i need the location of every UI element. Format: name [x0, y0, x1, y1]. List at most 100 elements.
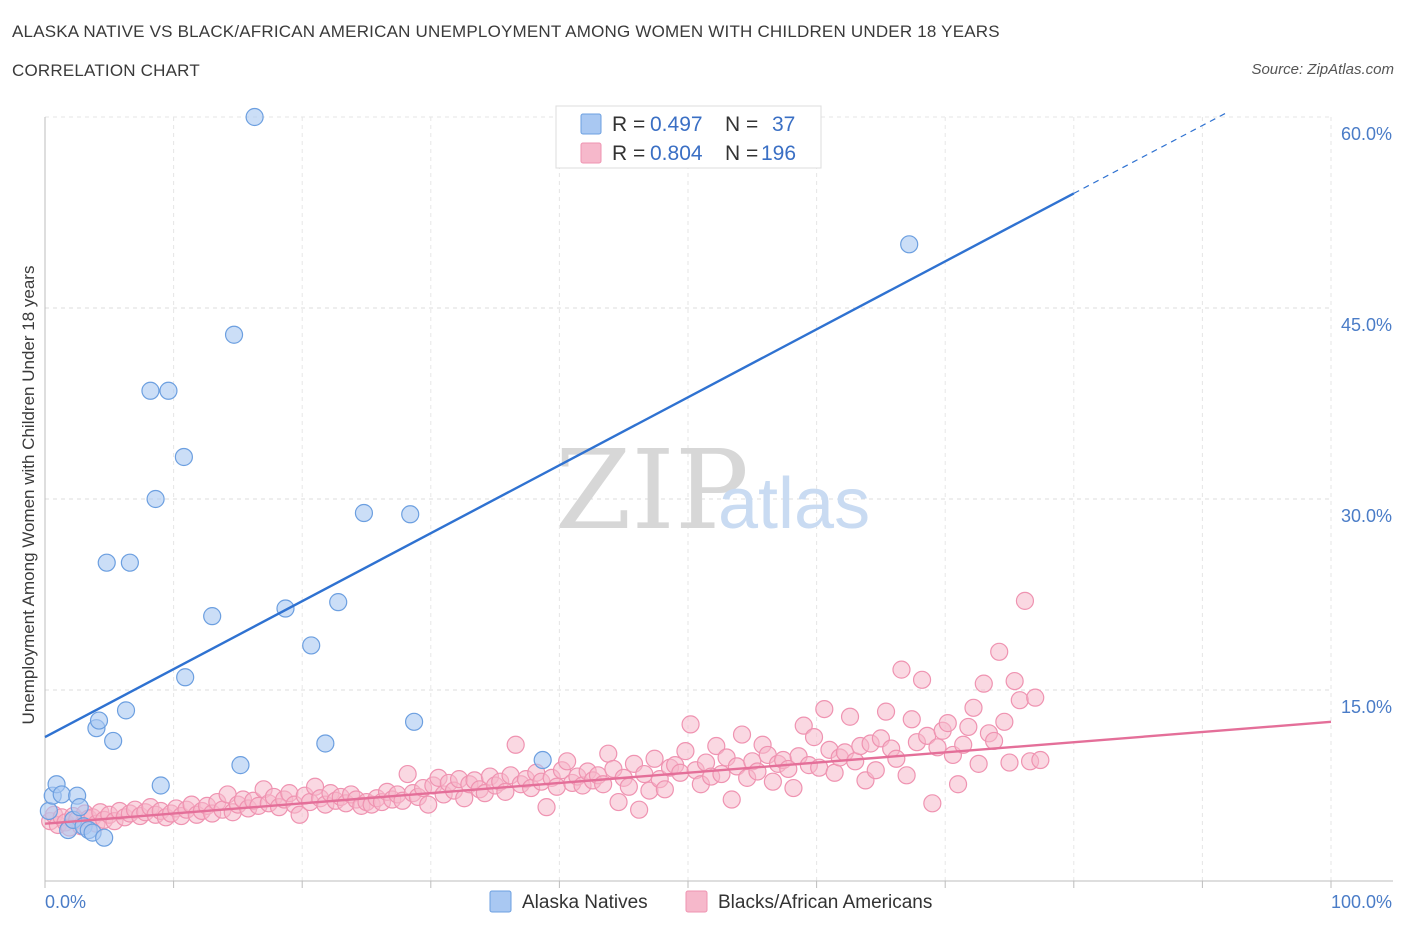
stats-n-value-2: 196: [761, 142, 796, 165]
data-point-blacks: [912, 670, 932, 689]
data-point-blacks: [1000, 753, 1019, 772]
data-point-blacks: [722, 790, 741, 809]
y-tick-label: 60.0%: [1341, 124, 1392, 144]
data-point-alaska: [404, 712, 424, 731]
data-point-blacks: [1031, 750, 1050, 770]
data-point-blacks: [948, 775, 968, 794]
data-point-alaska: [354, 503, 374, 523]
data-point-blacks: [866, 761, 885, 780]
data-point-blacks: [959, 717, 978, 737]
chart-title: ALASKA NATIVE VS BLACK/AFRICAN AMERICAN …: [12, 22, 1000, 41]
x-tick-label: 0.0%: [45, 892, 86, 912]
data-point-alaska: [174, 447, 193, 467]
data-point-blacks: [558, 752, 577, 771]
data-point-blacks: [990, 642, 1009, 661]
stats-legend-swatch-pink: [580, 142, 602, 164]
stats-r-value-2: 0.804: [650, 142, 703, 165]
data-point-blacks: [398, 764, 417, 784]
data-point-blacks: [599, 744, 618, 763]
data-point-blacks: [815, 699, 834, 719]
stats-r-label-1: R =: [612, 113, 645, 136]
data-point-alaska: [70, 798, 89, 817]
data-point-blacks: [892, 660, 911, 679]
axes: 15.0% 30.0% 45.0% 60.0% 0.0% 100.0%: [44, 117, 1393, 912]
y-tick-label: 30.0%: [1341, 506, 1392, 526]
legend-swatch-alaska: [489, 890, 512, 913]
data-point-blacks: [964, 698, 983, 717]
data-point-alaska: [159, 381, 178, 400]
data-point-blacks: [655, 780, 674, 799]
data-point-alaska: [52, 785, 71, 804]
series-blacks-points: [41, 591, 1050, 837]
legend-label-alaska: Alaska Natives: [522, 892, 648, 913]
watermark-atlas: atlas: [718, 464, 870, 544]
data-point-blacks: [537, 798, 556, 817]
data-point-blacks: [887, 749, 906, 768]
data-point-blacks: [954, 735, 973, 754]
stats-r-value-1: 0.497: [650, 113, 703, 136]
data-point-alaska: [224, 325, 244, 344]
chart-subtitle: CORRELATION CHART: [12, 61, 200, 80]
data-point-alaska: [329, 593, 348, 612]
data-point-alaska: [231, 756, 250, 775]
data-point-blacks: [547, 777, 566, 796]
data-point-blacks: [969, 754, 988, 773]
data-point-alaska: [302, 636, 321, 655]
trend-line-alaska: [44, 192, 1075, 739]
data-point-alaska: [39, 801, 58, 821]
data-point-blacks: [902, 710, 921, 729]
data-point-blacks: [794, 716, 813, 735]
data-point-blacks: [804, 728, 824, 747]
data-point-blacks: [748, 762, 767, 781]
legend-label-blacks: Blacks/African Americans: [718, 892, 932, 913]
y-tick-label: 45.0%: [1341, 315, 1392, 335]
data-point-blacks: [825, 763, 844, 782]
stats-n-value-1: 37: [772, 113, 795, 136]
data-point-alaska: [401, 505, 420, 524]
data-point-alaska: [146, 489, 165, 509]
data-point-alaska: [245, 107, 264, 127]
trend-lines: [44, 111, 1332, 825]
legend-swatch-blacks: [685, 890, 708, 913]
data-point-blacks: [732, 725, 752, 744]
data-point-blacks: [1015, 591, 1035, 610]
data-point-blacks: [630, 800, 649, 819]
watermark-zip: ZIP: [555, 426, 749, 554]
stats-n-label-1: N =: [725, 113, 758, 136]
watermark: ZIP atlas: [555, 426, 870, 554]
data-point-alaska: [533, 750, 552, 770]
data-point-blacks: [609, 792, 628, 812]
data-point-blacks: [974, 674, 993, 693]
trend-line-blacks: [44, 720, 1332, 825]
data-point-blacks: [506, 735, 525, 754]
stats-n-label-2: N =: [725, 142, 758, 165]
data-point-alaska: [203, 607, 222, 626]
data-point-blacks: [876, 702, 896, 721]
data-point-blacks: [290, 805, 309, 824]
y-axis-label: Unemployment Among Women with Children U…: [19, 266, 38, 725]
data-point-blacks: [712, 764, 731, 784]
stats-legend: R = 0.497 N = 37 R = 0.804 N = 196: [555, 105, 822, 169]
data-point-alaska: [104, 731, 123, 751]
data-point-blacks: [419, 795, 438, 814]
data-point-blacks: [1005, 671, 1024, 691]
data-point-blacks: [784, 778, 803, 798]
data-point-alaska: [116, 701, 136, 720]
data-point-alaska: [141, 381, 160, 400]
data-point-blacks: [995, 712, 1014, 731]
stats-legend-swatch-blue: [580, 113, 602, 135]
stats-r-label-2: R =: [612, 142, 645, 165]
data-point-blacks: [635, 764, 654, 784]
series-legend: Alaska Natives Blacks/African Americans: [489, 890, 932, 913]
data-point-blacks: [938, 714, 957, 733]
data-point-blacks: [676, 742, 695, 761]
y-tick-label: 15.0%: [1341, 697, 1392, 717]
data-point-blacks: [846, 752, 865, 771]
data-point-alaska: [89, 711, 109, 730]
data-point-blacks: [645, 749, 664, 768]
data-point-blacks: [707, 736, 726, 756]
data-point-blacks: [763, 772, 782, 791]
data-point-blacks: [897, 766, 916, 785]
data-point-alaska: [316, 734, 335, 753]
